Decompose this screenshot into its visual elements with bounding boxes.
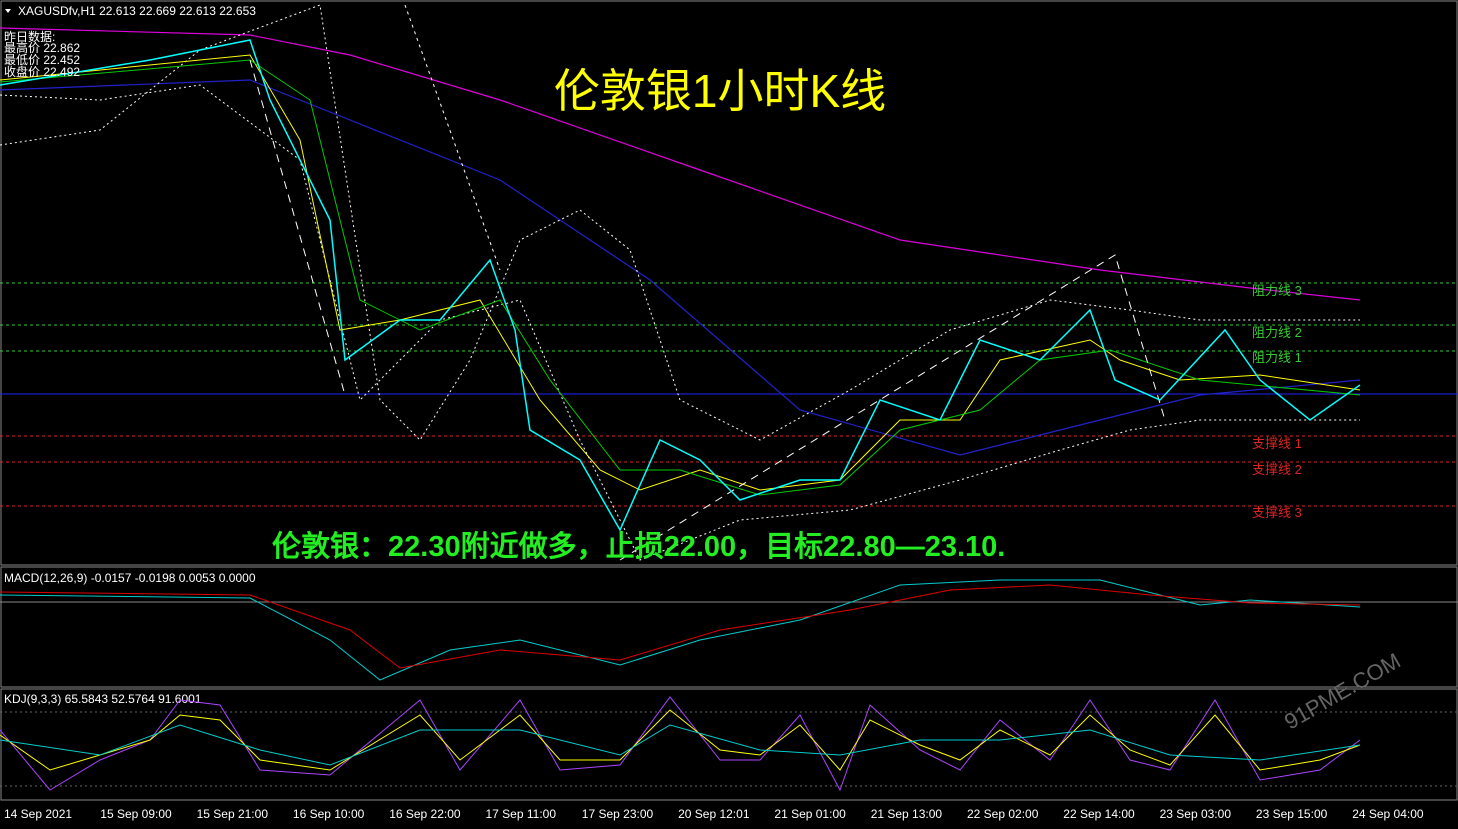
price-path	[0, 39, 1361, 532]
x-tick-label: 24 Sep 04:00	[1352, 807, 1424, 821]
level-label: 支撑线 1	[1252, 436, 1302, 451]
menu-arrow	[5, 9, 11, 13]
x-tick-label: 16 Sep 22:00	[389, 807, 461, 821]
x-tick-label: 14 Sep 2021	[4, 807, 72, 821]
x-tick-label: 23 Sep 15:00	[1256, 807, 1328, 821]
annotation: 伦敦银：22.30附近做多，止损22.00，目标22.80—23.10.	[272, 529, 1005, 563]
x-tick-label: 21 Sep 01:00	[774, 807, 846, 821]
x-tick-label: 17 Sep 23:00	[582, 807, 654, 821]
x-tick-label: 15 Sep 09:00	[100, 807, 172, 821]
x-tick-label: 16 Sep 10:00	[293, 807, 365, 821]
macd-label: MACD(12,26,9) -0.0157 -0.0198 0.0053 0.0…	[4, 571, 256, 585]
info-low: 最低价 22.452	[4, 53, 80, 67]
x-axis: 14 Sep 2021 15 Sep 09:00 15 Sep 21:00 16 Se…	[4, 807, 1424, 821]
kdj-lines	[0, 696, 1458, 792]
x-tick-label: 15 Sep 21:00	[197, 807, 269, 821]
x-tick-label: 17 Sep 11:00	[486, 807, 557, 821]
indicator-lines	[0, 4, 1361, 561]
info-high: 最高价 22.862	[4, 40, 80, 55]
symbol-info: XAGUSDfv,H1 22.613 22.669 22.613 22.653	[18, 4, 256, 18]
info-title: 昨日数据:	[4, 29, 55, 44]
level-label: 支撑线 3	[1252, 505, 1302, 520]
x-tick-label: 21 Sep 13:00	[871, 807, 943, 821]
level-label: 阻力线 2	[1252, 325, 1302, 340]
x-tick-label: 20 Sep 12:01	[678, 807, 750, 821]
level-label: 阻力线 3	[1252, 283, 1302, 298]
macd-lines	[0, 579, 1458, 681]
x-tick-label: 23 Sep 03:00	[1160, 807, 1232, 821]
level-label: 阻力线 1	[1252, 350, 1302, 365]
levels	[0, 282, 1458, 507]
x-tick-label: 22 Sep 14:00	[1063, 807, 1135, 821]
level-label: 支撑线 2	[1252, 462, 1302, 477]
info-close: 收盘价 22.492	[4, 64, 80, 79]
kdj-label: KDJ(9,3,3) 65.5843 52.5764 91.6001	[4, 692, 202, 706]
chart-title: 伦敦银1小时K线	[554, 65, 886, 117]
x-tick-label: 22 Sep 02:00	[967, 807, 1039, 821]
